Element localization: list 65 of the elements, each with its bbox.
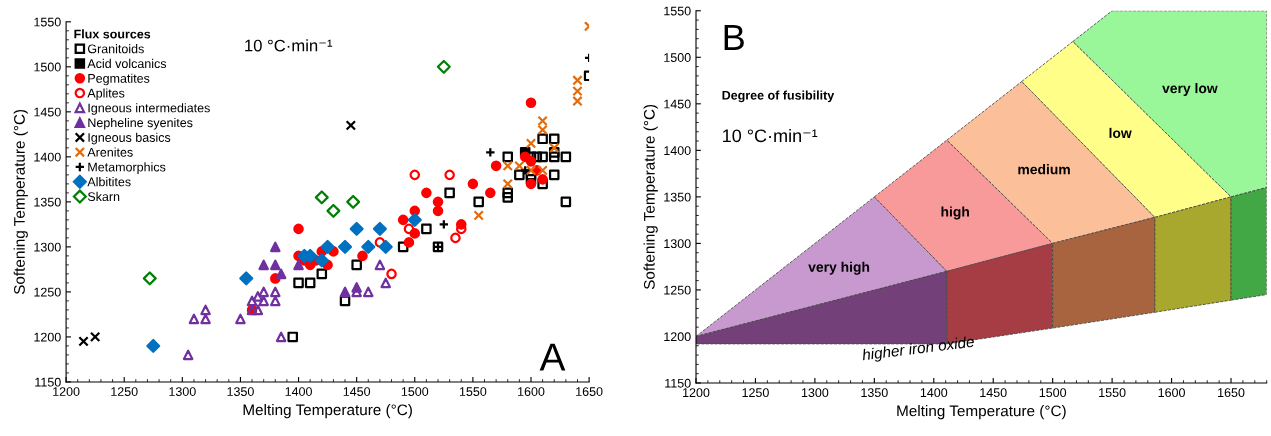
x-tick-label: 1600 <box>518 387 545 396</box>
x-tick-label: 1200 <box>683 388 710 398</box>
y-tick-label: 1200 <box>664 332 691 342</box>
y-tick-label: 1350 <box>664 192 691 202</box>
legend-label: Granitoids <box>87 44 144 54</box>
legend-label: Nepheline syenites <box>88 117 193 130</box>
legend-label: Aplites <box>87 88 125 101</box>
x-tick-label: 1450 <box>980 388 1007 398</box>
y-tick-label: 1250 <box>664 285 691 295</box>
y-axis-title: Softening Temperature (°C) <box>643 104 658 290</box>
x-tick-label: 1550 <box>459 387 487 396</box>
series-label: very low <box>1162 83 1218 96</box>
annotation: B <box>724 25 744 50</box>
y-tick-label: 1500 <box>664 53 691 62</box>
legend-title: Flux sources <box>74 29 151 39</box>
x-tick-label: 1400 <box>285 387 312 396</box>
y-tick-label: 1250 <box>34 287 61 297</box>
series-label: high <box>941 206 969 220</box>
y-tick-label: 1300 <box>34 242 61 252</box>
legend-label: Igneous intermediates <box>88 103 210 115</box>
annotation: 10 °C·min⁻¹ <box>723 128 818 143</box>
annotation: 10 °C·min⁻¹ <box>245 39 333 52</box>
annotation: higher iron oxide <box>861 335 975 364</box>
legend-label: Arenites <box>87 147 133 157</box>
x-axis-title: Melting Temperature (°C) <box>897 405 1066 420</box>
series-label: very high <box>808 261 870 275</box>
y-tick-label: 1150 <box>35 377 61 387</box>
x-tick-label: 1300 <box>169 387 196 396</box>
x-tick-label: 1550 <box>1099 388 1126 398</box>
series-label: medium <box>1018 164 1070 175</box>
x-tick-label: 1500 <box>1039 388 1067 398</box>
x-tick-label: 1400 <box>920 388 948 398</box>
legend-label: Metamorphics <box>88 162 166 174</box>
x-tick-label: 1350 <box>861 388 888 398</box>
series-label: low <box>1109 127 1132 139</box>
legend-label: Pegmatites <box>88 73 150 86</box>
legend-label: Igneous basics <box>88 132 171 145</box>
y-axis-title: Softening Temperature (°C) <box>13 109 28 295</box>
y-tick-label: 1500 <box>34 62 61 72</box>
x-tick-label: 1300 <box>801 388 829 398</box>
x-tick-label: 1650 <box>1218 388 1245 398</box>
x-axis-title: Melting Temperature (°C) <box>243 404 412 419</box>
legend-label: Skarn <box>87 191 120 202</box>
y-tick-label: 1550 <box>34 17 61 27</box>
y-tick-label: 1550 <box>664 6 691 16</box>
y-tick-label: 1150 <box>665 378 691 388</box>
x-tick-label: 1500 <box>401 387 429 396</box>
y-tick-label: 1350 <box>34 197 61 207</box>
y-tick-label: 1400 <box>664 146 691 155</box>
x-tick-label: 1250 <box>742 388 769 398</box>
x-tick-label: 1200 <box>53 387 80 396</box>
annotation: Degree of fusibility <box>722 90 835 103</box>
x-tick-label: 1450 <box>343 387 371 396</box>
legend-label: Albitites <box>87 177 131 187</box>
x-tick-label: 1600 <box>1158 388 1185 398</box>
y-tick-label: 1300 <box>664 239 691 249</box>
legend-label: Acid volcanics <box>87 58 167 69</box>
x-tick-label: 1350 <box>227 387 254 396</box>
y-tick-label: 1200 <box>34 332 61 342</box>
x-tick-label: 1650 <box>576 387 603 396</box>
y-tick-label: 1450 <box>664 99 691 109</box>
annotation: A <box>539 343 566 371</box>
y-tick-label: 1450 <box>34 107 61 117</box>
y-tick-label: 1400 <box>34 152 61 162</box>
x-tick-label: 1250 <box>111 387 138 396</box>
